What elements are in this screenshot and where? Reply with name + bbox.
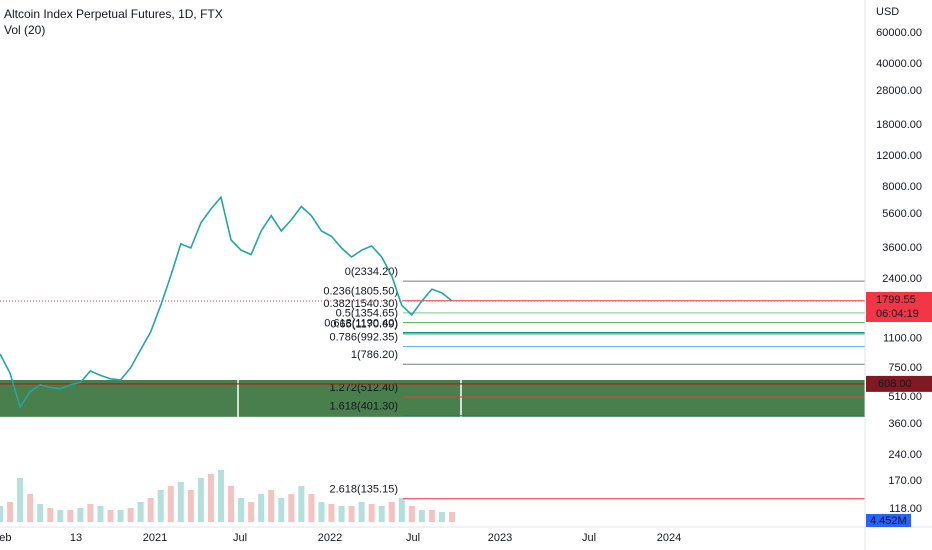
volume-bar — [338, 506, 345, 522]
fib-label: 1.272(512.40) — [330, 382, 399, 394]
x-tick-label: 2022 — [318, 532, 342, 544]
volume-bar — [97, 506, 104, 522]
countdown: 06:04:19 — [876, 308, 919, 320]
volume-bar — [428, 510, 435, 522]
volume-bar — [37, 504, 44, 522]
x-tick-label: 2021 — [143, 532, 167, 544]
x-tick-label: 13 — [70, 532, 82, 544]
volume-bar — [238, 498, 245, 522]
volume-bar — [278, 498, 285, 522]
x-tick-label: Jul — [233, 532, 247, 544]
volume-bar — [87, 504, 94, 522]
y-tick-label: 5600.00 — [882, 208, 922, 220]
y-tick-label: 40000.00 — [876, 58, 922, 70]
y-tick-label: 12000.00 — [876, 150, 922, 162]
volume-bar — [207, 474, 214, 522]
zone — [0, 379, 865, 417]
y-tick-label: 510.00 — [888, 391, 922, 403]
volume-bar — [7, 502, 14, 522]
volume-bar — [67, 510, 74, 522]
x-tick-label: Jul — [406, 532, 420, 544]
volume-bar — [268, 490, 275, 522]
volume-bar — [258, 494, 265, 522]
volume-bar — [167, 486, 174, 522]
volume-bar — [288, 494, 295, 522]
y-tick-label: 240.00 — [888, 449, 922, 461]
y-tick-label: 18000.00 — [876, 119, 922, 131]
x-tick-label: Jul — [582, 532, 596, 544]
volume-bar — [157, 490, 164, 522]
volume-label: 4.452M — [870, 515, 907, 527]
volume-bar — [378, 506, 385, 522]
volume-bar — [17, 478, 24, 522]
fib-label: 0.786(992.35) — [330, 331, 399, 343]
volume-bar — [368, 504, 375, 522]
fib-label: 1.618(401.30) — [330, 401, 399, 413]
fib-label: 2.618(135.15) — [330, 484, 399, 496]
y-tick-label: 8000.00 — [882, 181, 922, 193]
y-tick-label: 750.00 — [888, 362, 922, 374]
volume-bar — [107, 510, 114, 522]
last-price-tag — [866, 291, 932, 322]
indicator-label: Vol (20) — [4, 23, 45, 37]
y-tick-label: 1100.00 — [883, 332, 922, 344]
volume-bar — [228, 486, 235, 522]
volume-bar — [117, 510, 124, 522]
fib-label: 0.5(1354.65) — [336, 308, 398, 320]
y-tick-label: 3600.00 — [882, 242, 922, 254]
volume-bar — [177, 482, 184, 522]
volume-bar — [77, 508, 84, 522]
volume-bar — [358, 502, 365, 522]
volume-bar — [308, 494, 315, 522]
volume-tag — [866, 514, 911, 527]
volume-bar — [398, 498, 405, 522]
volume-bar — [57, 510, 64, 522]
y-tick-label: 28000.00 — [876, 85, 922, 97]
volume-bar — [348, 506, 355, 522]
volume-bar — [27, 494, 34, 522]
volume-bar — [298, 486, 305, 522]
volume-bar — [147, 498, 154, 522]
volume-bar — [187, 490, 194, 522]
volume-bar — [328, 504, 335, 522]
volume-bar — [197, 478, 204, 522]
level-tag — [866, 375, 932, 392]
y-tick-label: 170.00 — [888, 475, 922, 487]
x-tick-label: Feb — [0, 532, 11, 544]
volume-bar — [0, 506, 3, 522]
y-tick-label: 2400.00 — [882, 273, 922, 285]
price-line — [0, 195, 453, 409]
volume-bar — [217, 470, 224, 522]
fib-label: 0(2334.20) — [345, 266, 398, 278]
x-tick-label: 2023 — [488, 532, 512, 544]
y-tick-label: 60000.00 — [876, 27, 922, 39]
volume-bar — [127, 508, 134, 522]
y-tick-label: 360.00 — [888, 418, 922, 430]
plot-area: 0(2334.20)0.236(1805.50)0.382(1540.30)0.… — [0, 195, 865, 522]
fib-label: 0.65(1170.69) — [330, 319, 398, 331]
volume-bar — [418, 510, 425, 522]
chart-title: Altcoin Index Perpetual Futures, 1D, FTX — [4, 7, 223, 21]
volume-bar — [248, 502, 255, 522]
last-price-label: 1799.55 — [876, 294, 916, 306]
fib-label: 0.236(1805.50) — [323, 286, 398, 298]
currency: USD — [876, 6, 899, 18]
level-label: 608.00 — [878, 378, 912, 390]
x-tick-label: 2024 — [657, 532, 681, 544]
volume-bar — [408, 506, 415, 522]
fib-label: 1(786.20) — [351, 349, 398, 361]
volume-bar — [318, 502, 325, 522]
volume-bar — [449, 512, 455, 522]
volume-bar — [47, 508, 54, 522]
volume-bar — [438, 512, 445, 522]
volume-bar — [137, 502, 144, 522]
fib-label: 0.618(1190.40) — [324, 317, 398, 329]
volume-bar — [388, 502, 395, 522]
y-tick-label: 118.00 — [889, 503, 922, 515]
